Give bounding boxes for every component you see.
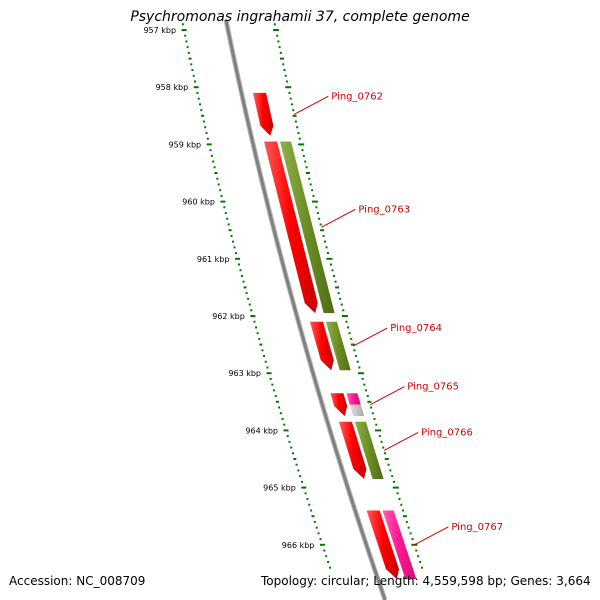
map-title: Psychromonas ingrahamii 37, complete gen…	[130, 9, 470, 25]
gene-arrow[interactable]	[264, 141, 318, 314]
tick-label: 960 kbp	[182, 198, 215, 207]
gene-label[interactable]: Ping_0763	[358, 204, 410, 215]
gene-label[interactable]: Ping_0766	[421, 427, 473, 438]
backbone-line	[224, 19, 387, 600]
gene-arrow[interactable]	[330, 393, 348, 417]
gene-label-leader	[414, 526, 449, 546]
ruler: 957 kbp 958 kbp 959 kbp 960 kbp 961 kbp 962 k…	[143, 23, 424, 569]
tick-label: 962 kbp	[212, 312, 245, 321]
gene-label[interactable]: Ping_0767	[451, 522, 503, 533]
feature-bar[interactable]	[346, 393, 361, 405]
tick-label: 963 kbp	[228, 369, 261, 378]
tick-label: 957 kbp	[143, 26, 176, 35]
tick-label: 965 kbp	[263, 484, 296, 493]
topology-label: Topology: circular; Length: 4,559,598 bp…	[261, 574, 591, 588]
gene-label-leader	[353, 327, 388, 347]
gene-arrow[interactable]	[253, 92, 274, 136]
tick-label: 964 kbp	[245, 426, 278, 435]
gene-label-leader	[294, 95, 329, 115]
tick-label: 959 kbp	[169, 140, 202, 149]
feature-bar[interactable]	[382, 510, 417, 580]
feature-bar[interactable]	[280, 141, 335, 314]
tick-label: 958 kbp	[156, 83, 189, 92]
gene-label[interactable]: Ping_0764	[390, 323, 442, 334]
gene-label-leader	[321, 208, 356, 228]
gene-arrow[interactable]	[309, 321, 334, 371]
gene-arrow[interactable]	[366, 510, 399, 580]
tracks	[223, 19, 417, 600]
gene-labels: Ping_0762 Ping_0763 Ping_0764 Ping_0765 Ping…	[294, 91, 503, 546]
tick-label: 961 kbp	[197, 255, 230, 264]
gene-label[interactable]: Ping_0765	[407, 382, 459, 393]
feature-bar[interactable]	[349, 404, 365, 417]
gene-arrow[interactable]	[338, 421, 367, 479]
feature-bar[interactable]	[325, 321, 351, 371]
accession-label: Accession: NC_008709	[9, 574, 146, 588]
feature-bar[interactable]	[354, 421, 384, 479]
gene-label-leader	[370, 386, 405, 406]
tick-label: 966 kbp	[282, 541, 315, 550]
backbone-shadow	[223, 19, 388, 600]
gene-label-leader	[383, 431, 419, 451]
gene-label[interactable]: Ping_0762	[331, 91, 383, 102]
